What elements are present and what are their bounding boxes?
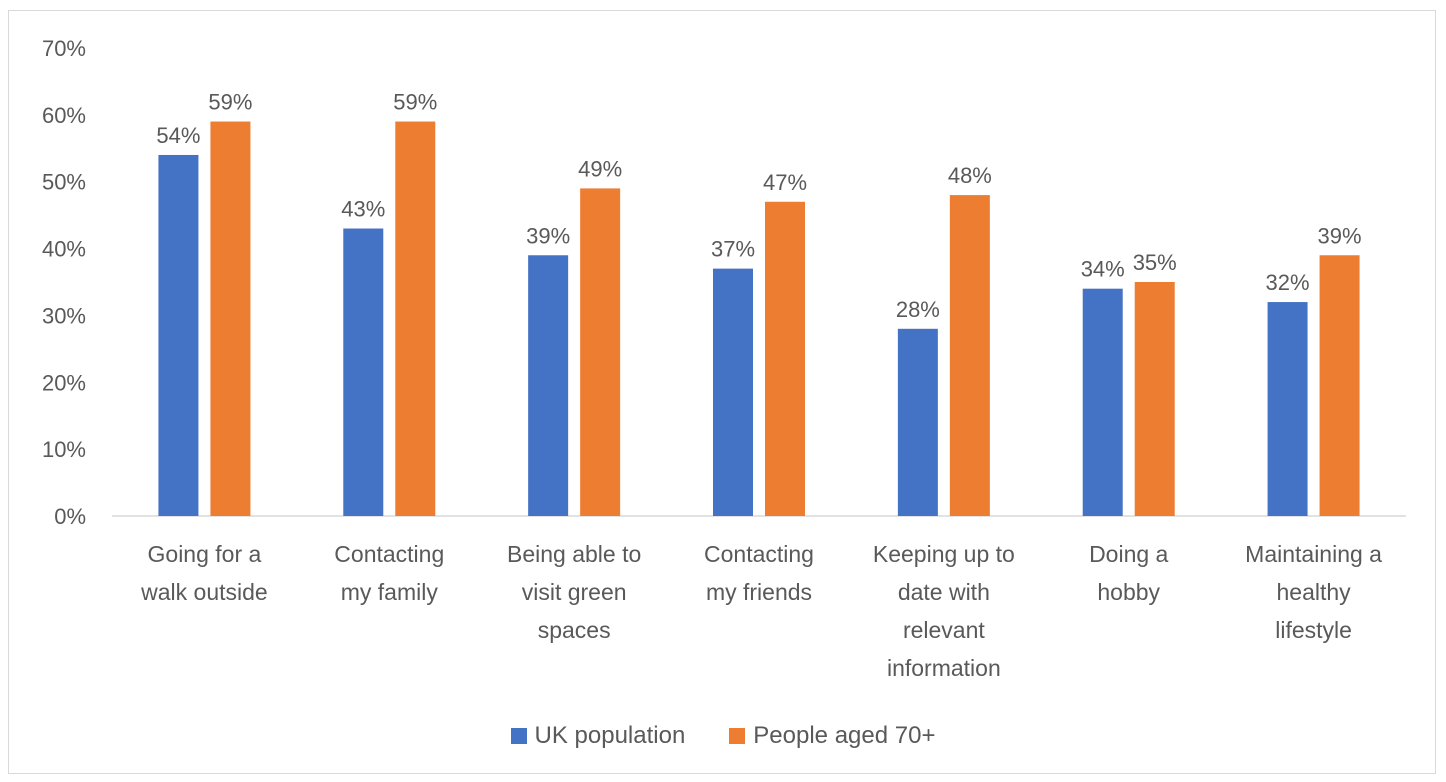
data-label: 37%	[711, 237, 755, 262]
data-label: 59%	[208, 90, 252, 115]
bars	[158, 121, 1360, 517]
data-label: 43%	[341, 197, 385, 222]
x-axis: Going for a walk outside Contacting my fami…	[140, 541, 1382, 681]
bar-uk-population	[158, 154, 199, 516]
bar-uk-population	[1267, 302, 1308, 516]
data-label: 28%	[896, 297, 940, 322]
data-label: 39%	[526, 223, 570, 248]
y-tick-label: 70%	[42, 36, 86, 61]
data-label: 34%	[1081, 257, 1125, 282]
legend-item-uk-population: UK population	[510, 722, 686, 750]
bar-uk-population	[713, 268, 753, 516]
legend-label-people-aged-70: People aged 70+	[753, 722, 936, 749]
legend-label-uk-population: UK population	[534, 722, 686, 749]
bar-people-aged-70	[580, 188, 621, 516]
y-tick-label: 20%	[42, 370, 86, 395]
bar-people-aged-70	[395, 121, 436, 517]
data-label: 35%	[1133, 250, 1177, 275]
x-tick-label: Going for a walk outside	[140, 541, 268, 605]
bar-uk-population	[343, 228, 384, 516]
data-label: 54%	[156, 123, 200, 148]
bar-people-aged-70	[949, 195, 990, 517]
data-label: 48%	[948, 163, 992, 188]
y-tick-label: 0%	[54, 504, 86, 529]
data-label: 47%	[763, 170, 807, 195]
data-label: 32%	[1266, 270, 1310, 295]
data-label: 49%	[578, 156, 622, 181]
y-axis: 0% 10% 20% 30% 40% 50% 60% 70%	[42, 36, 86, 529]
bar-uk-population	[528, 255, 569, 516]
data-label: 39%	[1318, 223, 1362, 248]
y-tick-label: 40%	[42, 237, 86, 262]
y-tick-label: 30%	[42, 303, 86, 328]
x-tick-label: Contacting my friends	[704, 541, 814, 605]
bar-uk-population	[897, 328, 938, 516]
legend-item-people-aged-70: People aged 70+	[729, 722, 935, 750]
bar-uk-population	[1082, 288, 1123, 516]
y-tick-label: 50%	[42, 170, 86, 195]
bar-people-aged-70	[765, 201, 805, 516]
x-tick-label: Doing a hobby	[1089, 541, 1168, 605]
x-tick-label: Being able to visit green spaces	[507, 541, 641, 643]
legend: UK population People aged 70+	[0, 722, 1446, 750]
x-tick-label: Maintaining a healthy lifestyle	[1245, 541, 1382, 643]
x-tick-label: Contacting my family	[334, 541, 444, 605]
y-tick-label: 10%	[42, 437, 86, 462]
bar-people-aged-70	[1319, 255, 1360, 516]
y-tick-label: 60%	[42, 103, 86, 128]
data-label: 59%	[393, 90, 437, 115]
bar-people-aged-70	[1134, 282, 1175, 516]
value-labels: 54% 43% 39% 37% 28% 34% 32% 59% 59% 49% 47% 48% 35% 3…	[156, 90, 1361, 322]
bar-people-aged-70	[210, 121, 251, 517]
x-tick-label: Keeping up to date with relevant informatio…	[873, 541, 1015, 681]
legend-swatch-uk-population	[510, 728, 527, 744]
chart-frame	[8, 10, 1436, 774]
legend-swatch-people-aged-70	[729, 728, 746, 744]
